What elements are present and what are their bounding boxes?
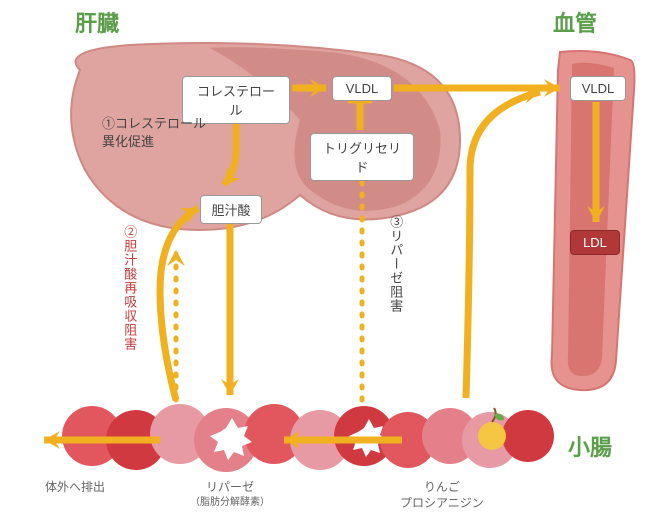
caption-lipase-sub: （脂肪分解酵素） — [190, 496, 270, 509]
vessel-shape — [552, 51, 635, 390]
intestine-label: 小腸 — [568, 430, 612, 462]
node-vldl-vessel: VLDL — [570, 76, 626, 101]
annotation-3: ③リパーゼ阻害 — [386, 215, 404, 313]
arrow-intestine-vldl — [466, 92, 540, 398]
caption-lipase: リパーゼ （脂肪分解酵素） — [190, 480, 270, 509]
node-bile-acid: 胆汁酸 — [200, 195, 262, 224]
annotation-2: ②胆汁酸再吸収阻害 — [120, 225, 138, 351]
vessel-label: 血管 — [553, 6, 597, 38]
caption-lipase-main: リパーゼ — [206, 480, 254, 494]
node-vldl-liver: VLDL — [332, 76, 392, 101]
node-ldl-vessel: LDL — [570, 230, 620, 255]
intestine-shape — [62, 404, 554, 472]
arrow-bile-recycle — [160, 208, 198, 400]
node-triglyceride: トリグリセリド — [310, 133, 414, 181]
caption-procyanidin: りんご プロシアニジン — [400, 480, 484, 511]
caption-excrete: 体外へ排出 — [45, 480, 105, 496]
annotation-1: ①コレステロール 異化促進 — [102, 115, 206, 151]
liver-label: 肝臓 — [75, 6, 119, 38]
